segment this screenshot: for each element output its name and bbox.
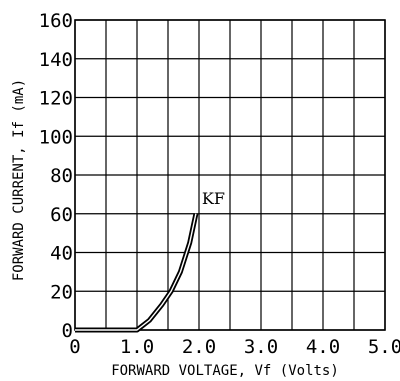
series-line-outer — [75, 213, 199, 333]
y-tick-label: 100 — [39, 126, 73, 148]
x-tick-labels: 0 1.0 2.0 3.0 4.0 5.0 — [69, 336, 400, 358]
series-label: KF — [202, 189, 225, 208]
x-tick-label: 2.0 — [182, 336, 216, 358]
y-tick-label: 0 — [62, 320, 73, 342]
x-tick-label: 5.0 — [368, 336, 400, 358]
x-tick-label: 0 — [69, 336, 80, 358]
y-tick-label: 120 — [39, 88, 73, 110]
y-tick-label: 20 — [50, 281, 73, 303]
plot-border — [74, 19, 386, 331]
grid — [74, 19, 386, 331]
series-layer — [75, 213, 199, 333]
x-axis-title: FORWARD VOLTAGE, Vf (Volts) — [111, 363, 339, 379]
y-tick-label: 80 — [50, 165, 73, 187]
y-tick-label: 140 — [39, 49, 73, 71]
labels-layer: KF FORWARD VOLTAGE, Vf (Volts) FORWARD CUR… — [11, 79, 339, 379]
x-tick-label: 3.0 — [244, 336, 278, 358]
y-tick-label: 160 — [39, 10, 73, 32]
y-tick-label: 40 — [50, 243, 73, 265]
y-tick-label: 60 — [50, 204, 73, 226]
series-line-inner — [75, 213, 197, 331]
plot-frame — [74, 19, 386, 331]
x-tick-label: 4.0 — [306, 336, 340, 358]
y-axis-title: FORWARD CURRENT, If (mA) — [11, 79, 27, 281]
x-tick-label: 1.0 — [120, 336, 154, 358]
y-tick-labels: 0 20 40 60 80 100 120 140 160 — [39, 10, 73, 342]
